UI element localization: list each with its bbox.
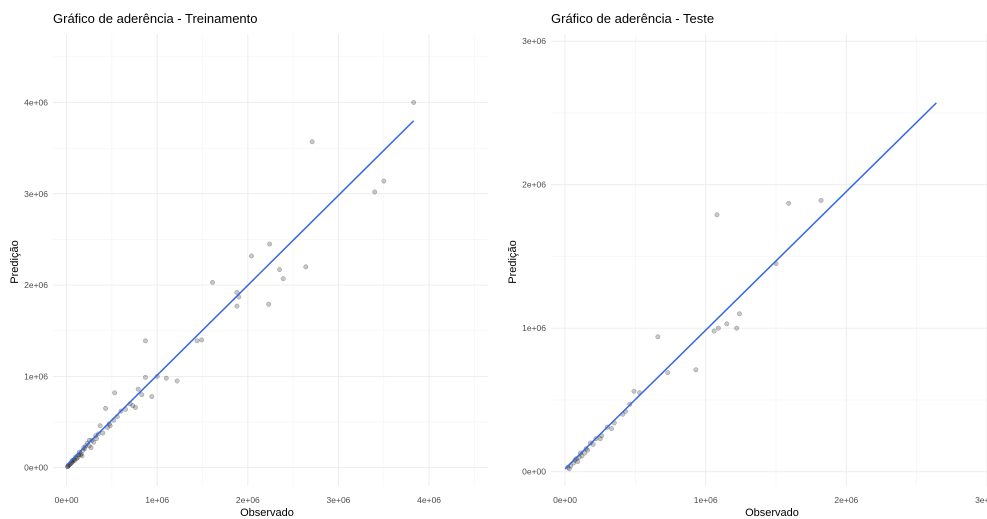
data-point — [199, 337, 205, 343]
data-point — [72, 457, 78, 463]
fit-line-group — [66, 120, 415, 466]
data-point — [582, 450, 588, 456]
data-point — [135, 386, 141, 392]
data-point — [78, 451, 84, 457]
data-point — [693, 367, 699, 373]
y-tick-label: 1e+06 — [24, 371, 48, 381]
x-tick-label: 1e+06 — [145, 495, 169, 505]
x-tick-label: 1e+06 — [694, 495, 718, 505]
data-point — [86, 443, 92, 449]
data-point — [174, 378, 180, 384]
data-point — [277, 267, 283, 273]
data-point — [210, 279, 215, 285]
data-point — [65, 464, 70, 470]
x-tick-label: 0e+00 — [553, 495, 577, 505]
data-point — [266, 301, 272, 307]
x-tick-label: 2e+06 — [236, 495, 260, 505]
y-tick-label: 3e+06 — [522, 36, 546, 46]
data-point — [597, 436, 603, 442]
data-point — [566, 466, 572, 472]
data-point — [91, 439, 97, 445]
tick-labels: 0e+00 1e+06 2e+06 3e+06 4e+06 0e+00 1e+06 2e+06… — [24, 97, 441, 505]
data-point — [142, 338, 148, 344]
data-point — [97, 423, 103, 429]
data-point — [575, 459, 581, 465]
data-point — [142, 374, 148, 380]
x-tick-label: 0e+00 — [55, 495, 79, 505]
data-point — [139, 392, 145, 398]
data-point — [103, 405, 109, 411]
data-point — [631, 388, 637, 394]
data-point — [411, 100, 417, 105]
data-point — [655, 334, 661, 340]
data-point — [303, 264, 309, 270]
fit-line — [66, 120, 415, 466]
data-point — [234, 289, 240, 295]
data-point — [309, 139, 315, 145]
data-point — [381, 178, 387, 184]
y-tick-label: 2e+06 — [24, 280, 48, 290]
data-point — [585, 447, 591, 453]
x-tick-label: 3e+06 — [327, 495, 351, 505]
x-tick-label: 3e+06 — [975, 495, 987, 505]
data-point — [572, 457, 578, 463]
grid-lines — [551, 34, 987, 486]
data-point — [609, 426, 614, 432]
data-point — [267, 241, 273, 247]
data-point — [249, 253, 254, 259]
x-axis-label: Observado — [240, 507, 294, 519]
data-point — [234, 303, 240, 309]
data-point — [724, 321, 730, 327]
data-point — [74, 456, 80, 462]
data-point — [711, 328, 717, 334]
y-axis-label: Predição — [9, 240, 21, 283]
tick-labels: 0e+00 1e+06 2e+06 3e+06 0e+00 1e+06 2e+06 3e+06 — [522, 36, 987, 505]
data-point — [818, 198, 824, 203]
data-point — [715, 325, 721, 331]
data-point — [737, 311, 742, 317]
y-tick-label: 2e+06 — [522, 180, 546, 190]
data-point — [149, 394, 155, 399]
chart-title: Gráfico de aderência - Treinamento — [53, 11, 258, 26]
data-point — [590, 441, 596, 447]
data-point — [280, 276, 286, 282]
chart-panel-train: Gráfico de aderência - Treinamento Obser… — [9, 11, 488, 519]
y-axis-label: Predição — [507, 240, 519, 283]
data-point — [579, 453, 585, 459]
data-point — [133, 405, 138, 410]
fit-line-group — [564, 102, 937, 470]
data-point — [734, 325, 740, 331]
data-point — [100, 430, 106, 436]
fit-line — [564, 102, 937, 470]
y-tick-label: 1e+06 — [522, 323, 546, 333]
y-tick-label: 4e+06 — [24, 97, 48, 107]
y-tick-label: 3e+06 — [24, 189, 48, 199]
data-point — [77, 452, 83, 458]
data-point — [714, 212, 720, 218]
data-point — [79, 453, 85, 459]
data-point — [163, 375, 169, 381]
chart-title: Gráfico de aderência - Teste — [551, 11, 714, 26]
data-point — [88, 445, 94, 451]
data-point — [786, 200, 792, 206]
data-point — [665, 370, 671, 376]
y-tick-label: 0e+00 — [24, 463, 48, 473]
data-point — [75, 455, 80, 461]
data-point — [372, 189, 378, 195]
x-axis-label: Observado — [745, 507, 799, 519]
y-tick-label: 0e+00 — [522, 467, 546, 477]
x-tick-label: 4e+06 — [417, 495, 441, 505]
grid-lines — [53, 34, 488, 486]
data-point — [107, 423, 113, 429]
data-point — [194, 338, 200, 344]
data-point — [130, 403, 136, 409]
data-point — [112, 390, 118, 396]
chart-panel-test: Gráfico de aderência - Teste Observado P… — [507, 11, 987, 519]
x-tick-label: 2e+06 — [834, 495, 858, 505]
